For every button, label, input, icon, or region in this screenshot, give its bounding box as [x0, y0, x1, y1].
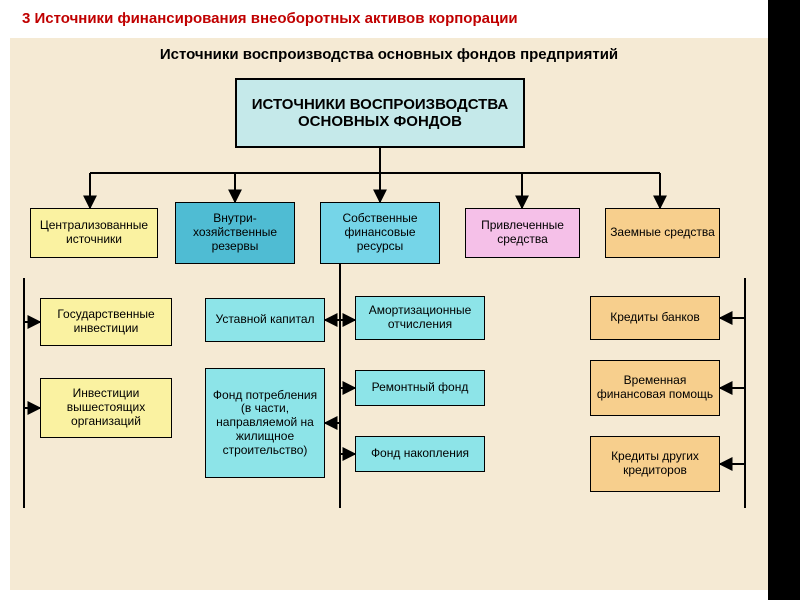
node-n3c: Амортизационные отчисления	[355, 296, 485, 340]
node-n3b: Фонд потребления (в части, направляемой …	[205, 368, 325, 478]
node-root: ИСТОЧНИКИ ВОСПРОИЗВОДСТВА ОСНОВНЫХ ФОНДО…	[235, 78, 525, 148]
node-n3e: Фонд накопления	[355, 436, 485, 472]
node-n5: Заемные средства	[605, 208, 720, 258]
title-text: 3 Источники финансирования внеоборотных …	[22, 10, 518, 27]
node-n5c: Кредиты других кредиторов	[590, 436, 720, 492]
page-title: 3 Источники финансирования внеоборотных …	[22, 10, 518, 27]
node-n3d: Ремонтный фонд	[355, 370, 485, 406]
node-n1b: Инвестиции вышестоящих организаций	[40, 378, 172, 438]
subtitle: Источники воспроизводства основных фондо…	[10, 46, 768, 63]
node-n1a: Государственные инвестиции	[40, 298, 172, 346]
node-n2: Внутри- хозяйственные резервы	[175, 202, 295, 264]
node-n4: Привлеченные средства	[465, 208, 580, 258]
node-n3: Собственные финансовые ресурсы	[320, 202, 440, 264]
node-n5a: Кредиты банков	[590, 296, 720, 340]
diagram-canvas: Источники воспроизводства основных фондо…	[10, 38, 768, 590]
side-accent	[768, 0, 800, 600]
node-n3a: Уставной капитал	[205, 298, 325, 342]
node-n1: Централизованные источники	[30, 208, 158, 258]
node-n5b: Временная финансовая помощь	[590, 360, 720, 416]
